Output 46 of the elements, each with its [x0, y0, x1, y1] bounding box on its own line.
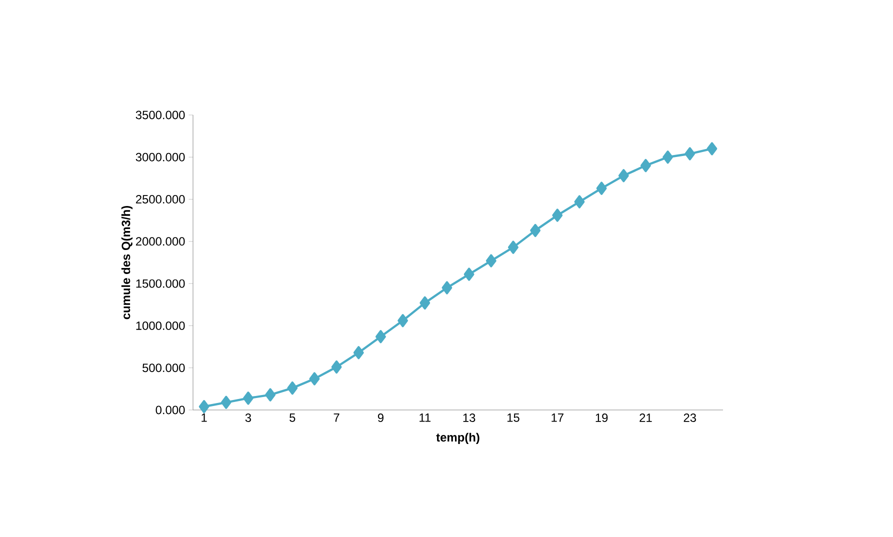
- point: [398, 314, 408, 328]
- x-tick-label: 17: [552, 414, 564, 422]
- x-tick-label: 7: [334, 414, 340, 422]
- point: [618, 169, 629, 182]
- point: [508, 240, 518, 254]
- point: [376, 330, 386, 344]
- point: [596, 182, 607, 195]
- point: [353, 346, 364, 360]
- point: [243, 392, 254, 405]
- point: [309, 372, 320, 386]
- x-tick-label: 21: [640, 414, 652, 422]
- x-axis-title: temp(h): [436, 432, 480, 444]
- x-tick-label: 5: [290, 414, 296, 422]
- y-tick-label: 2000.000: [136, 237, 185, 246]
- point: [220, 396, 232, 409]
- x-tick-label: 15: [507, 414, 520, 422]
- point: [442, 281, 452, 294]
- y-tick-label: 1500.000: [136, 279, 185, 288]
- point: [530, 224, 541, 238]
- point: [265, 388, 276, 402]
- point: [552, 208, 563, 222]
- point: [420, 296, 430, 310]
- y-tick-label: 1000.000: [136, 321, 185, 330]
- x-tick-label: 19: [596, 414, 608, 422]
- x-tick-label: 3: [245, 414, 252, 422]
- point: [706, 142, 718, 156]
- x-tick-label: 13: [463, 414, 476, 422]
- y-tick-label: 2500.000: [136, 195, 185, 204]
- point: [574, 195, 585, 208]
- x-tick-label: 11: [420, 414, 431, 422]
- x-tick-label: 9: [378, 414, 384, 422]
- y-tick-label: 3500.000: [136, 110, 185, 120]
- point: [662, 150, 674, 164]
- y-tick-label: 3000.000: [136, 152, 185, 162]
- x-tick-label: 23: [684, 414, 696, 422]
- point: [486, 254, 496, 268]
- x-tick-label: 1: [202, 414, 207, 422]
- point: [684, 147, 696, 160]
- point: [287, 381, 298, 395]
- point: [331, 360, 342, 374]
- point: [198, 400, 210, 414]
- y-axis-title: cumule des Q(m3/h): [121, 206, 133, 320]
- y-tick-label: 500.000: [142, 364, 185, 372]
- point: [640, 158, 651, 172]
- y-tick-label: 0.000: [156, 406, 185, 414]
- point: [464, 268, 474, 281]
